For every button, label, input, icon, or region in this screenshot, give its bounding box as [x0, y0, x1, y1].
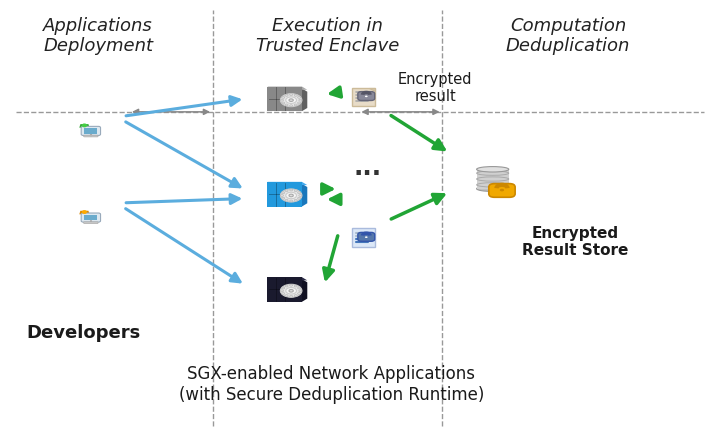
Circle shape — [297, 96, 300, 98]
Polygon shape — [79, 124, 89, 128]
Circle shape — [294, 104, 297, 106]
Ellipse shape — [81, 123, 87, 127]
Ellipse shape — [477, 186, 509, 191]
Polygon shape — [267, 277, 307, 280]
Text: Encrypted
result: Encrypted result — [398, 72, 472, 104]
FancyBboxPatch shape — [84, 222, 98, 224]
Text: Applications
Deployment: Applications Deployment — [43, 17, 153, 55]
Circle shape — [285, 95, 288, 96]
Polygon shape — [302, 89, 307, 111]
Circle shape — [280, 189, 302, 202]
Circle shape — [294, 295, 297, 296]
FancyBboxPatch shape — [84, 135, 98, 137]
Text: Computation
Deduplication: Computation Deduplication — [506, 17, 630, 55]
FancyBboxPatch shape — [352, 88, 375, 106]
Circle shape — [289, 284, 292, 286]
FancyBboxPatch shape — [358, 232, 374, 241]
Circle shape — [365, 95, 368, 97]
Circle shape — [289, 94, 292, 95]
Circle shape — [281, 99, 284, 101]
FancyBboxPatch shape — [477, 169, 509, 189]
Circle shape — [289, 99, 293, 102]
FancyBboxPatch shape — [267, 182, 302, 207]
Text: Developers: Developers — [27, 324, 141, 342]
Circle shape — [289, 189, 292, 191]
Text: SGX-enabled Network Applications
(with Secure Deduplication Runtime): SGX-enabled Network Applications (with S… — [179, 365, 484, 404]
Circle shape — [297, 198, 300, 199]
Circle shape — [282, 192, 284, 194]
Circle shape — [297, 192, 300, 194]
FancyBboxPatch shape — [81, 126, 101, 136]
Circle shape — [294, 285, 297, 287]
Circle shape — [285, 190, 288, 191]
Circle shape — [281, 290, 284, 292]
Text: ...: ... — [353, 156, 381, 180]
Circle shape — [289, 296, 292, 297]
Polygon shape — [267, 182, 307, 185]
Ellipse shape — [477, 167, 509, 172]
Circle shape — [299, 194, 302, 196]
Polygon shape — [302, 184, 307, 207]
FancyBboxPatch shape — [267, 86, 302, 111]
Circle shape — [500, 189, 504, 191]
Polygon shape — [302, 279, 307, 302]
Circle shape — [282, 96, 284, 98]
Circle shape — [294, 199, 297, 201]
Circle shape — [294, 190, 297, 191]
Circle shape — [289, 105, 292, 106]
Text: Encrypted
Result Store: Encrypted Result Store — [522, 225, 629, 258]
Circle shape — [299, 99, 302, 101]
FancyBboxPatch shape — [84, 215, 97, 220]
Text: Execution in
Trusted Enclave: Execution in Trusted Enclave — [256, 17, 400, 55]
FancyBboxPatch shape — [489, 184, 515, 197]
Circle shape — [281, 194, 284, 196]
Polygon shape — [79, 211, 89, 215]
Circle shape — [282, 287, 284, 289]
Circle shape — [289, 194, 293, 197]
Circle shape — [297, 293, 300, 294]
Circle shape — [285, 295, 288, 296]
FancyBboxPatch shape — [358, 92, 374, 100]
Circle shape — [299, 290, 302, 292]
Circle shape — [286, 192, 297, 199]
FancyBboxPatch shape — [352, 228, 375, 247]
FancyBboxPatch shape — [84, 128, 97, 133]
Circle shape — [280, 94, 302, 107]
Circle shape — [297, 102, 300, 104]
Circle shape — [285, 199, 288, 201]
FancyBboxPatch shape — [267, 277, 302, 302]
Circle shape — [282, 198, 284, 199]
Ellipse shape — [81, 210, 87, 214]
Circle shape — [289, 290, 293, 292]
Circle shape — [285, 285, 288, 287]
Polygon shape — [267, 86, 307, 90]
Circle shape — [286, 287, 297, 294]
Circle shape — [282, 293, 284, 294]
Circle shape — [294, 95, 297, 96]
Circle shape — [297, 287, 300, 289]
Circle shape — [365, 236, 368, 238]
Circle shape — [285, 104, 288, 106]
Circle shape — [286, 97, 297, 103]
Circle shape — [280, 284, 302, 297]
Polygon shape — [369, 88, 375, 92]
FancyBboxPatch shape — [81, 213, 101, 222]
Circle shape — [282, 102, 284, 104]
Circle shape — [289, 200, 292, 202]
